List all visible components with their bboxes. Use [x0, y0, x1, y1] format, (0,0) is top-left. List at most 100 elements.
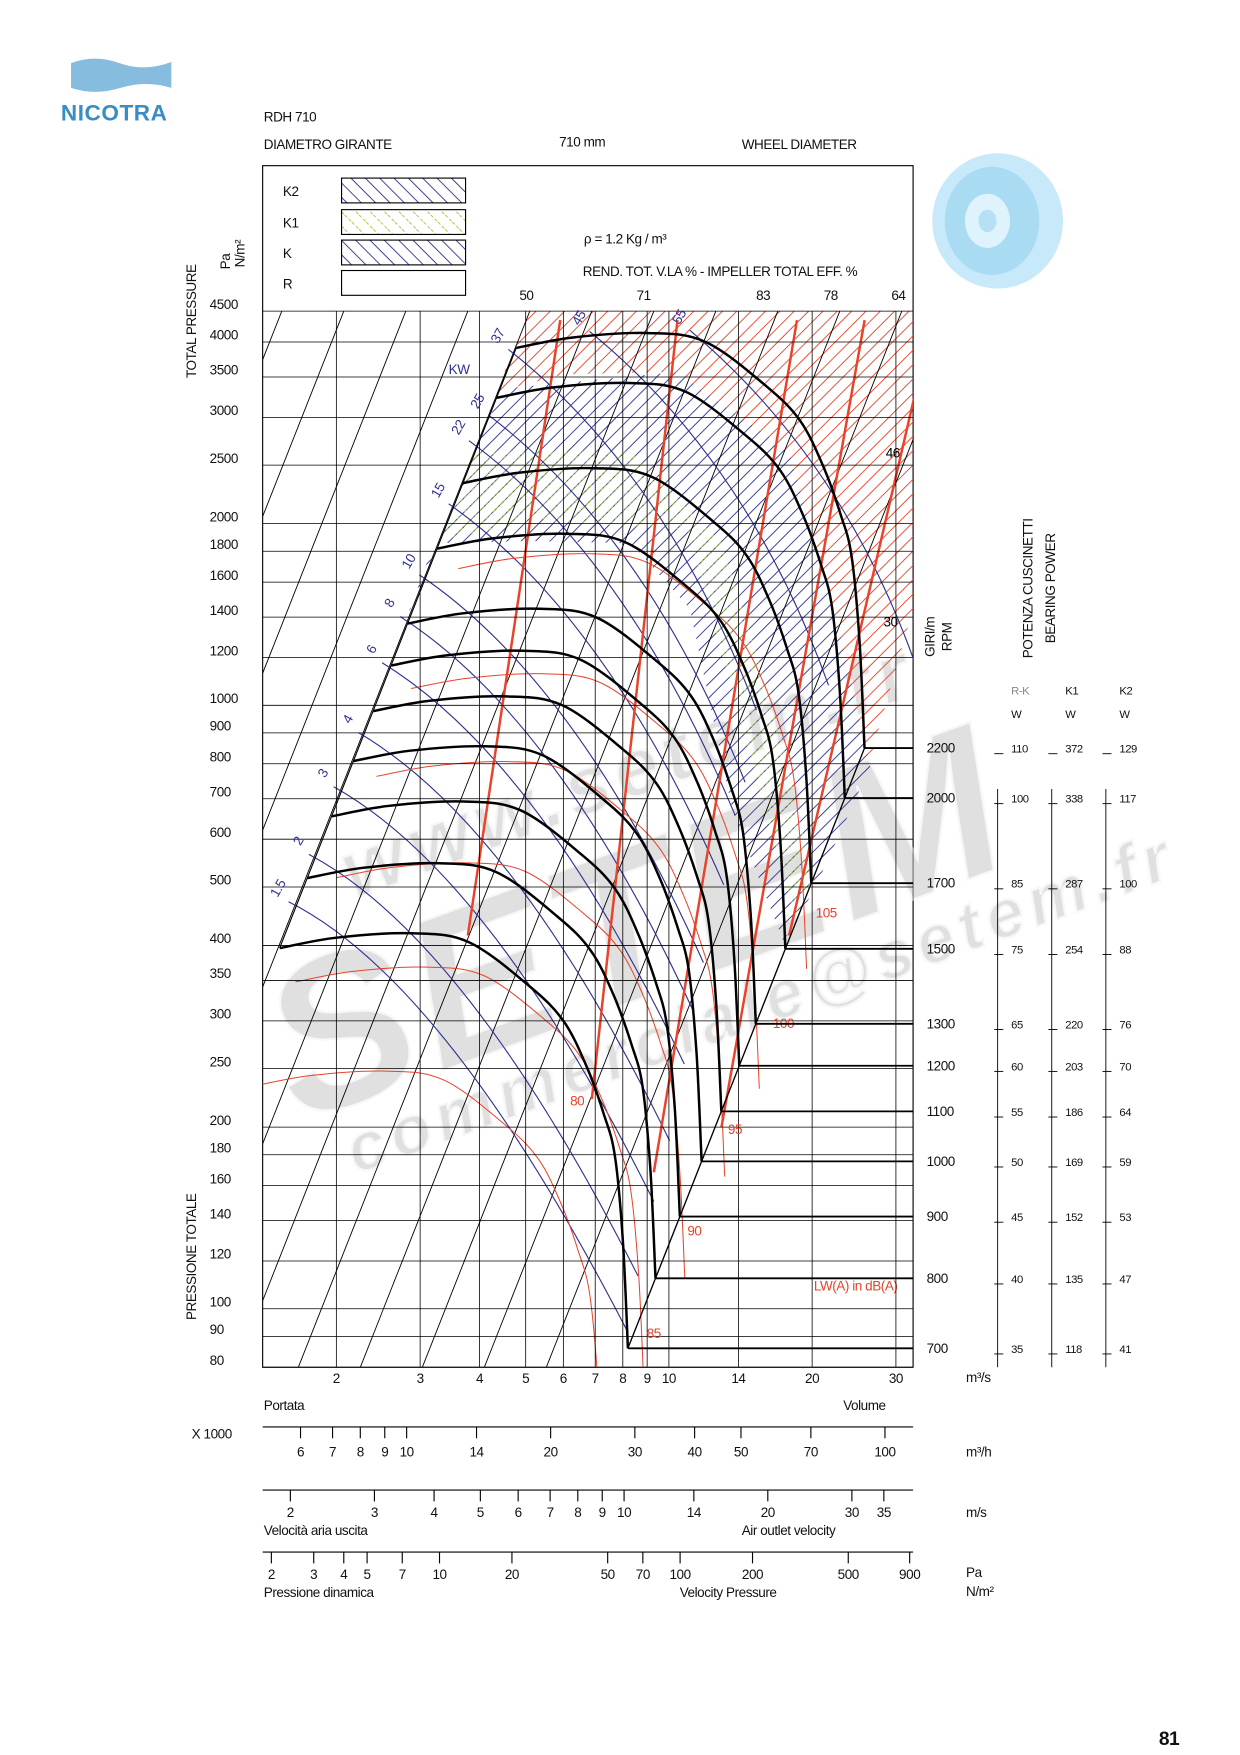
bearing-power-value: 50: [1011, 1157, 1023, 1169]
y-tick-label: 3500: [210, 363, 238, 378]
bearing-power-value: 76: [1119, 1019, 1131, 1031]
bearing-power-value: 203: [1065, 1061, 1083, 1073]
fan-image: [932, 153, 1064, 289]
scale-tick-label: 40: [688, 1444, 702, 1459]
y-tick-label: 160: [210, 1171, 231, 1186]
scale-tick-label: 4: [340, 1567, 348, 1582]
bearing-power-value: 169: [1065, 1157, 1083, 1169]
scale-tick-label: 5: [477, 1505, 484, 1520]
scale-tick-label: 2: [268, 1567, 275, 1582]
y-unit: Pa: [218, 253, 233, 270]
bearing-power-value: 85: [1011, 879, 1023, 891]
zone: [496, 311, 914, 767]
system-line: [262, 311, 655, 1302]
bearing-power-value: 338: [1065, 794, 1083, 806]
x-tick-label: 10: [662, 1371, 676, 1386]
y-tick-label: 90: [210, 1322, 224, 1337]
y-tick-label: 80: [210, 1353, 224, 1368]
rpm-value: 1700: [927, 876, 955, 891]
rpm-label-en: RPM: [939, 622, 954, 651]
zone: [439, 450, 814, 916]
system-line: [421, 311, 841, 1368]
scale-tick-label: 5: [364, 1567, 371, 1582]
rpm-curve: [407, 607, 758, 1024]
scale-tick-label: 500: [838, 1567, 859, 1582]
power-label: 2: [290, 834, 307, 848]
bearing-power-value: 254: [1065, 944, 1083, 956]
power-label: 45: [569, 308, 589, 328]
bearing-power-value: 53: [1119, 1212, 1131, 1224]
y-tick-label: 600: [210, 825, 231, 840]
power-line: [448, 503, 725, 886]
diameter: 710 mm: [559, 135, 605, 150]
scale-factor: X 1000: [192, 1426, 232, 1441]
system-line: [0, 311, 34, 1452]
y-tick-label: 1200: [210, 643, 238, 658]
y-label-it: PRESSIONE TOTALE: [184, 1193, 199, 1320]
x-tick-label: 20: [805, 1371, 819, 1386]
bearing-column: R-K: [1011, 685, 1030, 697]
x-tick-label: 3: [417, 1371, 424, 1386]
power-line: [308, 853, 639, 1277]
efficiency-label: 78: [824, 288, 838, 303]
start-boundary: [279, 347, 517, 949]
scale-tick-label: 900: [899, 1567, 920, 1582]
rpm-value: 1500: [927, 941, 955, 956]
y-tick-label: 250: [210, 1054, 231, 1069]
rpm-value: 2200: [927, 741, 955, 756]
scale-tick-label: 10: [617, 1505, 631, 1520]
scale-tick-label: 9: [599, 1505, 606, 1520]
efficiency-title: REND. TOT. V.LA % - IMPELLER TOTAL EFF. …: [583, 264, 858, 279]
legend-swatch: [341, 177, 467, 204]
efficiency-label: 50: [519, 288, 533, 303]
power-label: 55: [669, 307, 689, 327]
scale-tick-label: 70: [636, 1567, 650, 1582]
y-tick-label: 2500: [210, 451, 238, 466]
scale-tick-label: 7: [329, 1444, 336, 1459]
y-tick-label: 4000: [210, 328, 238, 343]
power-label: 22: [448, 417, 468, 437]
rpm-curve: [516, 331, 866, 749]
bearing-power-value: 220: [1065, 1019, 1083, 1031]
bearing-column: K2: [1119, 685, 1132, 697]
legend-label: K1: [283, 216, 299, 231]
rpm-curve: [390, 649, 741, 1066]
x-tick-label: 2: [333, 1371, 340, 1386]
scale-tick-label: 30: [628, 1444, 642, 1459]
x-label-it: Portata: [264, 1398, 305, 1413]
scale-tick-label: 6: [515, 1505, 522, 1520]
y-label: TOTAL PRESSURE: [184, 264, 199, 378]
scale-tick-label: 8: [357, 1444, 364, 1459]
bearing-unit: W: [1119, 709, 1130, 721]
power-label: 30: [883, 615, 897, 630]
scale-tick-label: 20: [505, 1567, 519, 1582]
y-tick-label: 500: [210, 873, 231, 888]
efficiency-line: [720, 319, 866, 1128]
power-line: [487, 414, 746, 783]
x-tick-label: 6: [560, 1371, 567, 1386]
legend-label: K: [283, 246, 292, 261]
model: RDH 710: [264, 110, 316, 125]
x-label: Volume: [843, 1398, 885, 1413]
y-tick-label: 700: [210, 785, 231, 800]
scale-tick-label: 3: [371, 1505, 378, 1520]
y-tick-label: 180: [210, 1140, 231, 1155]
legend-swatch: [341, 209, 467, 236]
y-tick-label: 1400: [210, 603, 238, 618]
system-line: [359, 311, 779, 1368]
bearing-power-value: 45: [1011, 1212, 1023, 1224]
power-label: 10: [399, 551, 419, 571]
power-line: [589, 330, 830, 686]
bearing-title-it: POTENZA CUSCINETTI: [1021, 518, 1036, 658]
bearing-power-value: 135: [1065, 1274, 1083, 1286]
sound-value: 105: [816, 906, 837, 921]
sound-value: 95: [728, 1122, 742, 1137]
y-tick-label: 2000: [210, 509, 238, 524]
system-line: [262, 311, 407, 675]
legend-label: R: [283, 277, 293, 292]
y-tick-label: 1800: [210, 537, 238, 552]
scale-tick-label: 70: [804, 1444, 818, 1459]
power-label: 8: [381, 596, 398, 610]
scale-tick-label: 14: [469, 1444, 484, 1459]
